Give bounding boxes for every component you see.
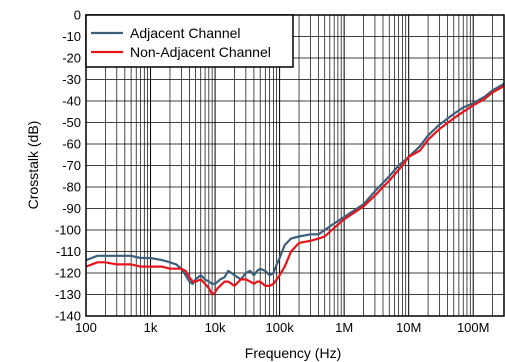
x-tick-label: 100M [457,320,490,335]
series-lines [85,82,505,296]
y-tick-label: -40 [62,94,81,109]
x-tick-label: 100 [75,320,97,335]
plot-frame [85,14,505,317]
y-tick-label: -60 [62,137,81,152]
y-tick-label: -80 [62,180,81,195]
x-tick-label: 100k [266,320,295,335]
x-tick-label: 1M [335,320,353,335]
y-axis-title: Crosstalk (dB) [25,121,41,210]
y-tick-label: 0 [74,8,81,23]
y-tick-label: -130 [55,287,81,302]
y-tick-label: -30 [62,72,81,87]
legend-label-non-adjacent: Non-Adjacent Channel [130,44,271,60]
series-line-non-adjacent [85,85,505,296]
legend: Adjacent Channel Non-Adjacent Channel [85,14,294,68]
y-tick-label: -10 [62,29,81,44]
y-tick-label: -90 [62,201,81,216]
x-axis-title: Frequency (Hz) [245,345,341,361]
x-tick-label: 10M [396,320,421,335]
x-tick-label: 1k [144,320,158,335]
y-tick-labels: 0 -10 -20 -30 -40 -50 -60 -70 -80 -90 -100 -110 -120… [55,8,81,324]
y-tick-label: -110 [56,244,81,259]
legend-box [85,14,294,68]
series-line-adjacent [85,82,505,285]
y-tick-label: -120 [55,266,81,281]
y-tick-label: -20 [62,51,81,66]
y-tick-label: -50 [62,115,81,130]
x-tick-labels: 100 1k 10k 100k 1M 10M 100M [75,320,489,335]
y-tick-label: -70 [62,158,81,173]
legend-label-adjacent: Adjacent Channel [130,25,241,41]
y-tick-label: -140 [55,309,81,324]
x-tick-label: 10k [205,320,226,335]
y-tick-label: -100 [55,223,81,238]
